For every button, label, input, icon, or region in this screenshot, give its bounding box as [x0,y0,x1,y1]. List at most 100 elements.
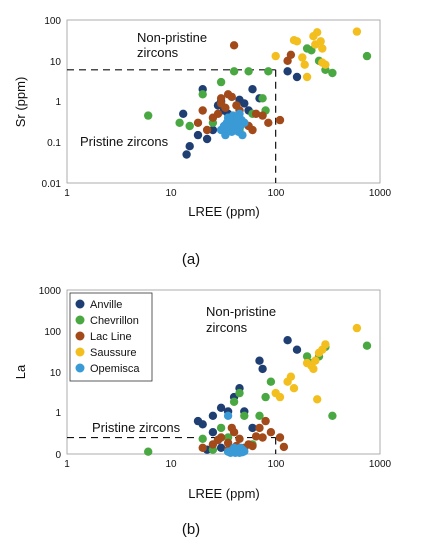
x-tick-label: 10 [165,459,177,470]
data-point [264,67,273,76]
data-point [352,27,362,36]
legend-marker [75,363,85,373]
data-point [235,434,244,443]
annotation-pristine: Pristine zircons [80,134,169,149]
data-point [318,44,327,53]
data-point [208,411,218,420]
x-tick-label: 100 [268,459,285,470]
data-point [248,85,257,94]
data-point [352,323,362,333]
data-point [144,111,153,120]
data-point [313,395,322,404]
data-point [275,115,285,125]
x-tick-label: 1 [64,459,70,470]
data-point [258,111,267,120]
y-axis-label: Sr (ppm) [13,77,28,128]
plot-area-a [66,19,381,184]
data-point [283,336,292,345]
data-point [248,423,257,433]
y-tick-label: 10 [50,368,62,379]
data-point [362,341,372,350]
legend-marker [75,315,85,325]
legend-marker [75,299,85,309]
data-point [255,356,264,365]
data-point [275,433,285,442]
y-tick-label: 100 [44,16,61,27]
data-point [244,67,253,76]
data-point [216,433,226,442]
data-point [311,356,320,365]
y-tick-label: 10 [50,57,62,68]
legend-item: Opemisca [75,363,140,375]
data-point [198,420,207,429]
y-tick-label: 1000 [39,286,62,297]
data-point [223,411,233,420]
data-point [264,118,273,128]
data-point [198,90,207,99]
data-point [261,392,270,402]
data-point [248,441,257,451]
data-point [235,109,244,119]
data-point [175,118,184,128]
data-point [229,67,239,76]
data-point [240,99,249,108]
data-point [202,125,212,135]
data-point [298,53,307,62]
data-point [202,134,212,144]
data-point [208,125,218,135]
data-point [283,67,292,76]
legend-label: Opemisca [90,363,140,375]
data-point [185,142,194,151]
data-point [255,411,264,420]
data-point [302,72,312,82]
data-point [286,372,296,381]
data-point [198,106,207,115]
data-point [193,118,203,128]
legend-label: Chevrillon [90,315,139,327]
data-point [193,130,203,140]
y-tick-label: 1 [55,408,61,419]
data-point [309,364,318,374]
data-point [289,384,299,393]
plot-area-b [66,289,381,455]
y-tick-label: 0.1 [47,138,61,149]
data-point [266,377,276,386]
data-point [216,403,226,412]
legend-item: Anville [75,299,122,311]
data-point [216,94,226,103]
data-point [229,428,239,437]
data-point [228,111,238,120]
data-point [261,416,270,426]
data-point [198,434,207,443]
legend-item: Chevrillon [75,315,139,327]
data-point [328,411,337,420]
data-point [240,118,249,128]
data-point [216,443,226,452]
x-tick-label: 1000 [369,188,392,199]
data-point [182,150,191,159]
data-point [236,443,245,452]
y-tick-label: 1 [55,97,61,108]
annotation-pristine: Pristine zircons [92,420,181,435]
x-tick-label: 1 [64,188,70,199]
legend: Anville Chevrillon Lac Line Saussure Ope… [69,292,153,382]
data-point [275,392,285,402]
data-point [255,423,264,433]
data-point [185,121,194,131]
annotation-nonpristine: Non-pristine [137,30,207,45]
y-tick-label: 100 [44,327,61,338]
threshold-lines [67,69,277,183]
data-point [240,411,249,420]
legend-marker [75,347,85,357]
panel-label: (b) [182,521,200,538]
scatter-points [144,323,372,457]
data-point [223,438,233,447]
data-point [328,68,337,78]
data-point [229,41,239,50]
data-point [292,345,302,354]
data-point [144,447,153,456]
data-point [208,428,218,437]
data-point [313,28,322,37]
data-point [234,127,243,136]
data-point [321,340,330,349]
